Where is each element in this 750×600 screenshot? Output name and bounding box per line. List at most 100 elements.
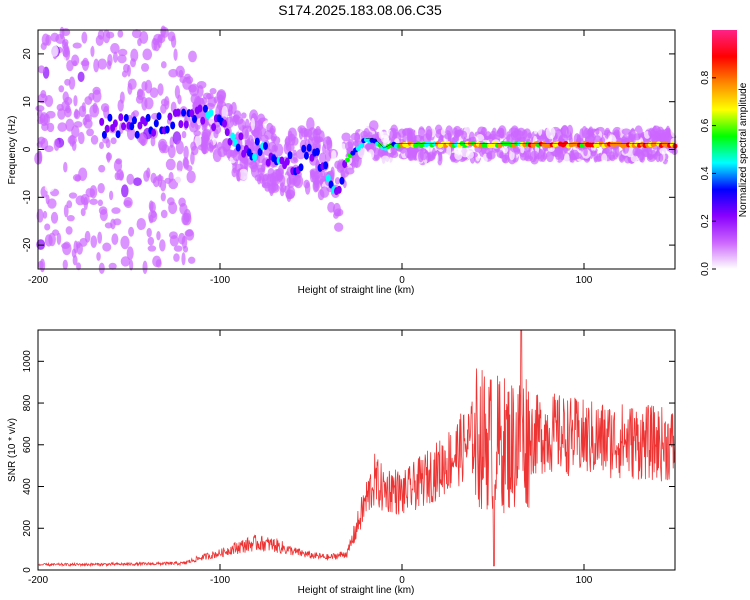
spectrogram-cell xyxy=(61,242,70,250)
spectrogram-cell xyxy=(160,209,168,219)
spectrogram-cell xyxy=(595,127,600,136)
spectrogram-cell xyxy=(40,137,49,151)
spectrogram-cell xyxy=(109,190,114,201)
spectrogram-cell xyxy=(147,245,157,252)
spectrogram-cell xyxy=(148,200,154,212)
spectrogram-cell xyxy=(179,75,187,84)
spectrogram-cell xyxy=(452,125,462,138)
spectrogram-cell xyxy=(160,192,166,202)
spectrogram-cell xyxy=(572,152,582,160)
spectrogram-cell xyxy=(332,202,341,217)
spectrogram-cell xyxy=(63,204,69,218)
spectrogram-cell xyxy=(465,150,474,159)
spectrogram-cell xyxy=(173,253,180,262)
spectrogram-cell xyxy=(319,178,324,185)
spectrogram-cell xyxy=(249,109,259,123)
spectrogram-cell xyxy=(113,218,122,226)
spectrogram-cell xyxy=(123,197,133,209)
spectrogram-cell xyxy=(176,38,182,53)
spectrogram-cell xyxy=(200,116,206,125)
spectrogram-cell xyxy=(89,198,98,205)
spectrogram-cell xyxy=(174,170,184,184)
spectrogram-cell xyxy=(284,137,291,146)
spectrogram-cell xyxy=(314,147,320,156)
spectrogram-cell xyxy=(275,169,282,178)
spectrogram-cell xyxy=(178,120,184,129)
spectrogram-cell xyxy=(110,137,117,145)
spectrogram-cell xyxy=(181,212,190,226)
spectrogram-cell xyxy=(583,147,588,157)
spectrogram-cell xyxy=(601,153,608,165)
spectrogram-cell xyxy=(328,180,334,189)
spectrogram-cell xyxy=(98,164,106,173)
spectrogram-cell xyxy=(57,108,66,120)
spectrogram-cell xyxy=(271,144,277,156)
spectrogram-cell xyxy=(127,82,133,95)
spectrogram-cell xyxy=(37,150,43,164)
spectrogram-cell xyxy=(229,150,238,158)
spectrogram-y-label: Frequency (Hz) xyxy=(7,116,18,185)
y-tick-label: 200 xyxy=(22,519,33,536)
spectrogram-cell xyxy=(151,37,158,51)
spectrogram-cell xyxy=(182,245,189,253)
x-tick-label: -200 xyxy=(28,575,48,586)
y-tick-label: 0 xyxy=(22,567,33,573)
spectrogram-cell xyxy=(341,132,351,142)
spectrogram-cell xyxy=(106,152,111,163)
spectrogram-cell xyxy=(146,227,152,238)
spectrogram-cell xyxy=(554,149,561,160)
spectrogram-cell xyxy=(422,133,432,144)
colorbar-ticks: 0.0 0.2 0.4 0.6 0.8 xyxy=(700,70,716,276)
spectrogram-cell xyxy=(185,76,194,84)
spectrogram-cell xyxy=(499,151,504,159)
spectrogram-cell xyxy=(486,152,493,159)
spectrogram-cell xyxy=(112,119,118,128)
spectrogram-cell xyxy=(216,89,227,102)
spectrogram-cell xyxy=(303,151,309,160)
spectrogram-cell xyxy=(97,199,104,207)
spectrogram-cell xyxy=(111,233,119,245)
x-tick-label: 0 xyxy=(399,575,405,586)
spectrogram-cell xyxy=(47,198,57,209)
spectrogram-cell xyxy=(173,245,183,252)
spectrogram-cell xyxy=(49,45,59,57)
spectrogram-cell xyxy=(105,31,115,39)
spectrogram-cell xyxy=(63,161,68,173)
spectrogram-cell xyxy=(165,158,176,171)
spectrogram-cell xyxy=(137,121,143,130)
spectrogram-cell xyxy=(64,41,69,56)
spectrogram-cell xyxy=(609,154,616,162)
spectrogram-cell xyxy=(650,149,657,158)
spectrogram-cell xyxy=(301,144,307,153)
spectrogram-cell xyxy=(590,150,597,157)
spectrogram-cell xyxy=(168,68,179,78)
spectrogram-cell xyxy=(108,262,117,270)
spectrogram-cell xyxy=(179,202,188,215)
spectrogram-cell xyxy=(115,130,121,139)
spectrogram-cell xyxy=(270,133,277,142)
spectrogram-cell xyxy=(110,42,120,54)
spectrogram-cell xyxy=(58,85,65,93)
spectrogram-cell xyxy=(86,128,94,137)
y-tick-label: 800 xyxy=(22,394,33,411)
spectrogram-cell xyxy=(167,197,175,206)
spectrogram-cell xyxy=(97,58,107,70)
spectrogram-cell xyxy=(97,29,105,40)
spectrogram-cell xyxy=(155,259,162,268)
spectrogram-cell xyxy=(81,102,86,112)
x-tick-label: -100 xyxy=(210,275,230,286)
spectrogram-cell xyxy=(136,89,145,101)
spectrogram-cell xyxy=(150,136,156,147)
spectrogram-cell xyxy=(128,226,135,237)
spectrogram-cell xyxy=(250,160,258,173)
spectrogram-cell xyxy=(186,165,193,172)
snr-x-ticks: -200 -100 0 100 xyxy=(28,330,593,586)
spectrogram-cell xyxy=(658,153,664,162)
y-tick-label: 600 xyxy=(22,436,33,453)
spectrogram-cell xyxy=(213,128,219,139)
y-tick-label: -20 xyxy=(22,237,33,252)
spectrogram-cell xyxy=(170,35,177,48)
spectrogram-cell xyxy=(126,246,134,261)
spectrogram-cell xyxy=(287,127,297,141)
spectrogram-cell xyxy=(537,125,543,136)
